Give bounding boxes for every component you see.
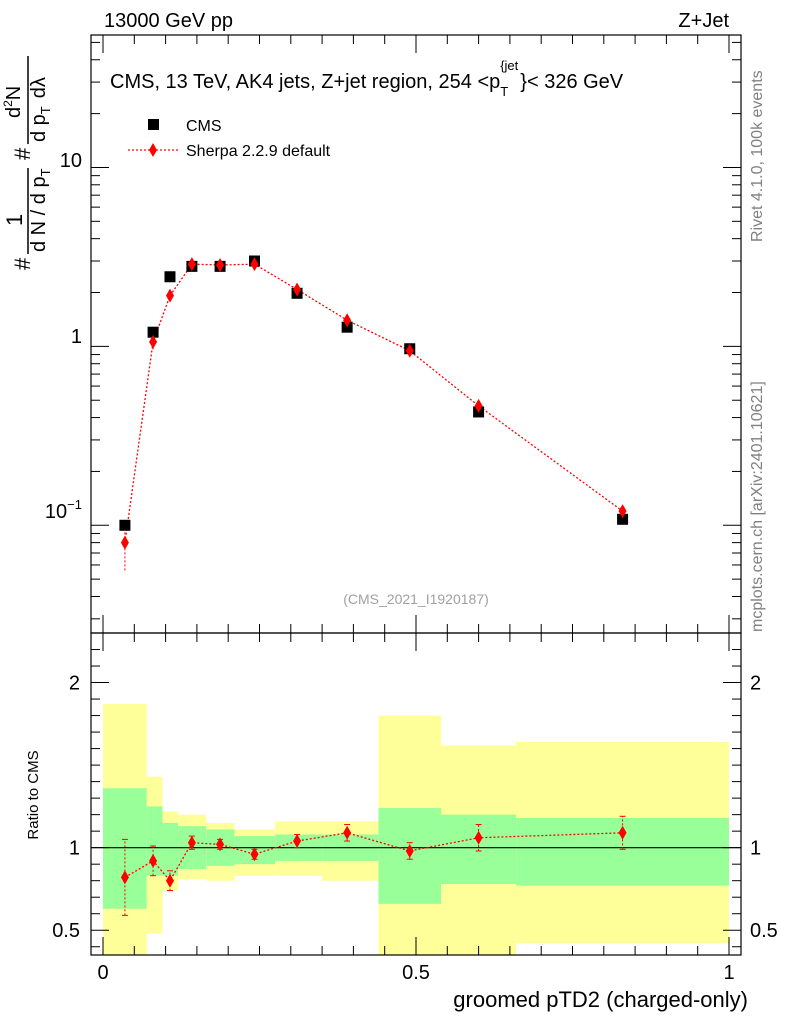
main-mc-curve-layer: [124, 263, 623, 543]
ylabel-denominator: d N / d pT: [28, 168, 53, 252]
cms-data-point: [147, 326, 159, 338]
ratio-band-layer: [103, 704, 729, 955]
ytick-label-0p1: 10−1: [45, 497, 82, 523]
main-panel: CMS, 13 TeV, AK4 jets, Z+jet region, 254…: [45, 34, 742, 634]
ratio-sherpa-point: [149, 853, 158, 868]
ylabel-one: 1: [2, 214, 27, 226]
sherpa-point: [343, 313, 352, 328]
header-left-label: 13000 GeV pp: [104, 10, 233, 32]
cms-data-point: [164, 271, 176, 283]
ratio-band-inner: [146, 806, 163, 876]
main-axes-layer: [91, 35, 741, 633]
sherpa-point: [618, 504, 627, 519]
ratio-xtick-label: 1: [723, 962, 734, 984]
ratio-xtick-label: 0: [97, 962, 108, 984]
legend-sherpa-marker: [149, 143, 157, 157]
ratio-ylabel: Ratio to CMS: [25, 750, 42, 839]
ratio-frame: [90, 632, 742, 956]
sherpa-point: [405, 343, 414, 358]
legend: CMS Sherpa 2.2.9 default: [128, 118, 331, 160]
header-right-label: Z+Jet: [678, 10, 729, 32]
ratio-xtick-label: 0.5: [402, 962, 430, 984]
ratio-sherpa-point: [187, 835, 196, 850]
sherpa-point: [120, 535, 129, 550]
ylabel-dp-dlambda: d pTdλ: [28, 77, 53, 142]
ratio-ytick-label-right: 1: [750, 838, 761, 860]
main-data-marker-layer: [119, 255, 629, 531]
ratio-sherpa-point: [216, 837, 225, 852]
main-title: CMS, 13 TeV, AK4 jets, Z+jet region, 254…: [110, 58, 624, 99]
legend-sherpa-label: Sherpa 2.2.9 default: [186, 143, 331, 160]
ratio-sherpa-point: [343, 825, 352, 840]
ratio-sherpa-point: [165, 873, 174, 888]
ratio-ytick-labels: 0.5 0.5 1 1 2 2: [52, 673, 778, 943]
main-mc-errorbar-layer: [124, 261, 624, 571]
ratio-ytick-label-left: 2: [69, 673, 80, 695]
ratio-ytick-label-left: 0.5: [52, 920, 80, 942]
ratio-ytick-label-right: 2: [750, 673, 761, 695]
mcplots-label: mcplots.cern.ch [arXiv:2401.10621]: [749, 381, 766, 632]
sherpa-point: [149, 334, 158, 349]
ylabel-hash-2: #: [10, 147, 35, 160]
ratio-sherpa-point: [120, 870, 129, 885]
sherpa-point: [165, 288, 174, 303]
ratio-sherpa-point: [405, 843, 414, 858]
sherpa-point: [250, 257, 259, 272]
ratio-panel: Ratio to CMS 0.5 0.51 12 2 0 0.5 1 groomed pT…: [25, 632, 778, 1012]
ylabel-numerator: d2N: [1, 86, 25, 118]
ylabel-hash-1: #: [10, 257, 35, 270]
ratio-sherpa-point: [250, 847, 259, 862]
sherpa-point: [293, 282, 302, 297]
ratio-ytick-label-right: 0.5: [750, 920, 778, 942]
rivet-version-label: Rivet 4.1.0, 100k events: [749, 70, 766, 242]
ratio-sherpa-point: [293, 834, 302, 849]
cms-data-point: [617, 513, 629, 525]
ratio-band-inner: [162, 822, 179, 876]
ratio-band-inner: [103, 788, 147, 909]
sherpa-point: [474, 398, 483, 413]
ytick-label-1: 1: [71, 326, 82, 348]
ratio-sherpa-point: [618, 825, 627, 840]
sherpa-point: [187, 257, 196, 272]
ratio-xtick-labels: 0 0.5 1: [97, 962, 734, 984]
legend-cms-label: CMS: [186, 118, 222, 135]
cms-data-point: [119, 519, 131, 531]
ratio-xlabel: groomed pTD2 (charged-only): [453, 987, 748, 1012]
legend-cms-marker: [148, 119, 159, 130]
ratio-mc-marker-layer: [120, 825, 627, 888]
main-mc-marker-layer: [120, 257, 627, 550]
ratio-axes-layer: [91, 633, 741, 955]
main-ylabel: # 1 d N / d pT # d2N d pTdλ: [1, 56, 53, 270]
ratio-sherpa-point: [474, 830, 483, 845]
sherpa-point: [216, 257, 225, 272]
ytick-label-10: 10: [60, 150, 82, 172]
ratio-ytick-label-left: 1: [69, 838, 80, 860]
sherpa-line: [124, 263, 623, 543]
analysis-watermark: (CMS_2021_I1920187): [343, 591, 489, 607]
